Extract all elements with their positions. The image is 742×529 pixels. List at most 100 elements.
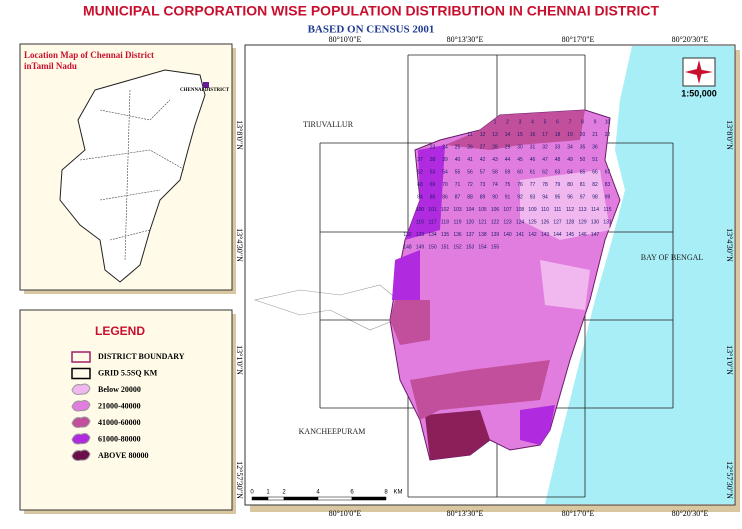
ward-label: 32 <box>542 144 548 150</box>
ward-label: 69 <box>430 182 436 188</box>
ward-label: 104 <box>466 207 475 213</box>
ward-label: 26 <box>467 144 473 150</box>
inset-title: Location Map of Chennai District <box>24 50 154 60</box>
legend-swatch <box>71 367 91 380</box>
ward-label: 15 <box>517 132 523 138</box>
ward-label: 133 <box>416 232 425 238</box>
chennai-marker <box>203 82 209 88</box>
ward-label: 147 <box>591 232 600 238</box>
ward-label: 35 <box>580 144 586 150</box>
scale-ratio: 1:50,000 <box>681 88 717 98</box>
ward-label: 102 <box>441 207 450 213</box>
legend-title: LEGEND <box>95 324 145 338</box>
ward-label: 79 <box>555 182 561 188</box>
legend-label: 41000-60000 <box>98 418 141 427</box>
ward-label: 33 <box>555 144 561 150</box>
ward-label: 46 <box>530 157 536 163</box>
ward-label: 78 <box>542 182 548 188</box>
scale-label: 8 <box>384 490 388 496</box>
district-label: CHENNAI DISTRICT <box>180 88 230 93</box>
ward-label: 76 <box>517 182 523 188</box>
ward-mid <box>410 360 550 420</box>
scale-segment <box>267 496 285 501</box>
ward-label: 19 <box>567 132 573 138</box>
scale-segment <box>351 496 387 501</box>
ward-label: 142 <box>528 232 537 238</box>
latitude-label: 13°8'0"N <box>725 120 734 150</box>
ward-label: 5 <box>544 119 547 125</box>
ward-label: 135 <box>441 232 450 238</box>
ward-label: 128 <box>566 219 575 225</box>
ward-label: 101 <box>428 207 437 213</box>
ward-label: 116 <box>416 219 424 225</box>
ward-label: 77 <box>530 182 536 188</box>
longitude-label: 80°10'0"E <box>329 509 362 518</box>
ward-label: 115 <box>604 207 612 213</box>
ward-label: 72 <box>467 182 473 188</box>
ward-label: 130 <box>591 219 600 225</box>
ward-label: 62 <box>542 169 548 175</box>
ward-label: 114 <box>591 207 599 213</box>
ward-label: 138 <box>478 232 487 238</box>
ward-label: 44 <box>505 157 511 163</box>
ward-label: 31 <box>530 144 536 150</box>
scale-label: 0 <box>250 490 254 496</box>
ward-label: 106 <box>491 207 500 213</box>
ward-label: 154 <box>478 244 487 250</box>
district-lines <box>79 89 186 261</box>
longitude-label: 80°17'0"E <box>562 35 595 44</box>
latitude-label: 13°1'0"N <box>725 345 734 375</box>
ward-label: 110 <box>541 207 549 213</box>
ward-label: 58 <box>492 169 498 175</box>
ward-label: 42 <box>480 157 486 163</box>
ward-label: 73 <box>480 182 486 188</box>
legend-swatch <box>71 351 91 363</box>
legend-swatch <box>71 449 91 461</box>
ward-label: 63 <box>555 169 561 175</box>
ward-label: 16 <box>530 132 536 138</box>
ward-label: 144 <box>553 232 562 238</box>
ward-label: 81 <box>580 182 586 188</box>
title: MUNICIPAL CORPORATION WISE POPULATION DI… <box>83 3 660 19</box>
ward-label: 45 <box>517 157 523 163</box>
ward-high <box>392 250 420 300</box>
legend-swatch <box>71 433 91 445</box>
ward-label: 152 <box>453 244 462 250</box>
ward-label: 22 <box>605 132 611 138</box>
ward-label: 127 <box>553 219 562 225</box>
scale-label: 1 <box>266 490 270 496</box>
ward-label: 103 <box>453 207 462 213</box>
ward-label: 90 <box>492 194 498 200</box>
ward-label: 118 <box>441 219 449 225</box>
tamil-nadu-outline <box>59 69 206 283</box>
ward-label: 34 <box>567 144 573 150</box>
scale-segment <box>251 496 269 501</box>
ward-label: 9 <box>594 119 597 125</box>
ward-label: 10 <box>605 119 611 125</box>
ward-label: 122 <box>491 219 500 225</box>
scale-segment <box>283 496 319 501</box>
ward-label: 52 <box>417 169 423 175</box>
ward-high <box>405 145 445 240</box>
legend-label: Below 20000 <box>98 385 141 394</box>
latitude-label: 13°8'0"N <box>235 120 244 150</box>
ward-label: 143 <box>541 232 550 238</box>
ward-label: 12 <box>480 132 486 138</box>
ward-label: 149 <box>416 244 425 250</box>
legend-panel <box>19 309 233 511</box>
scale-segment <box>317 496 353 501</box>
scale-label: 6 <box>350 490 354 496</box>
ward-label: 89 <box>480 194 486 200</box>
ward-label: 99 <box>605 194 611 200</box>
latitude-label: 13°4'30"N <box>725 228 734 262</box>
ward-label: 48 <box>555 157 561 163</box>
ward-label: 13 <box>492 132 498 138</box>
scale-label: 2 <box>282 490 286 496</box>
ward-label: 41 <box>467 157 473 163</box>
ward-label: 120 <box>466 219 475 225</box>
ward-label: 40 <box>455 157 461 163</box>
ward-label: 74 <box>492 182 498 188</box>
latitude-label: 12°57'30"N <box>725 461 734 499</box>
longitude-label: 80°13'30"E <box>447 35 484 44</box>
